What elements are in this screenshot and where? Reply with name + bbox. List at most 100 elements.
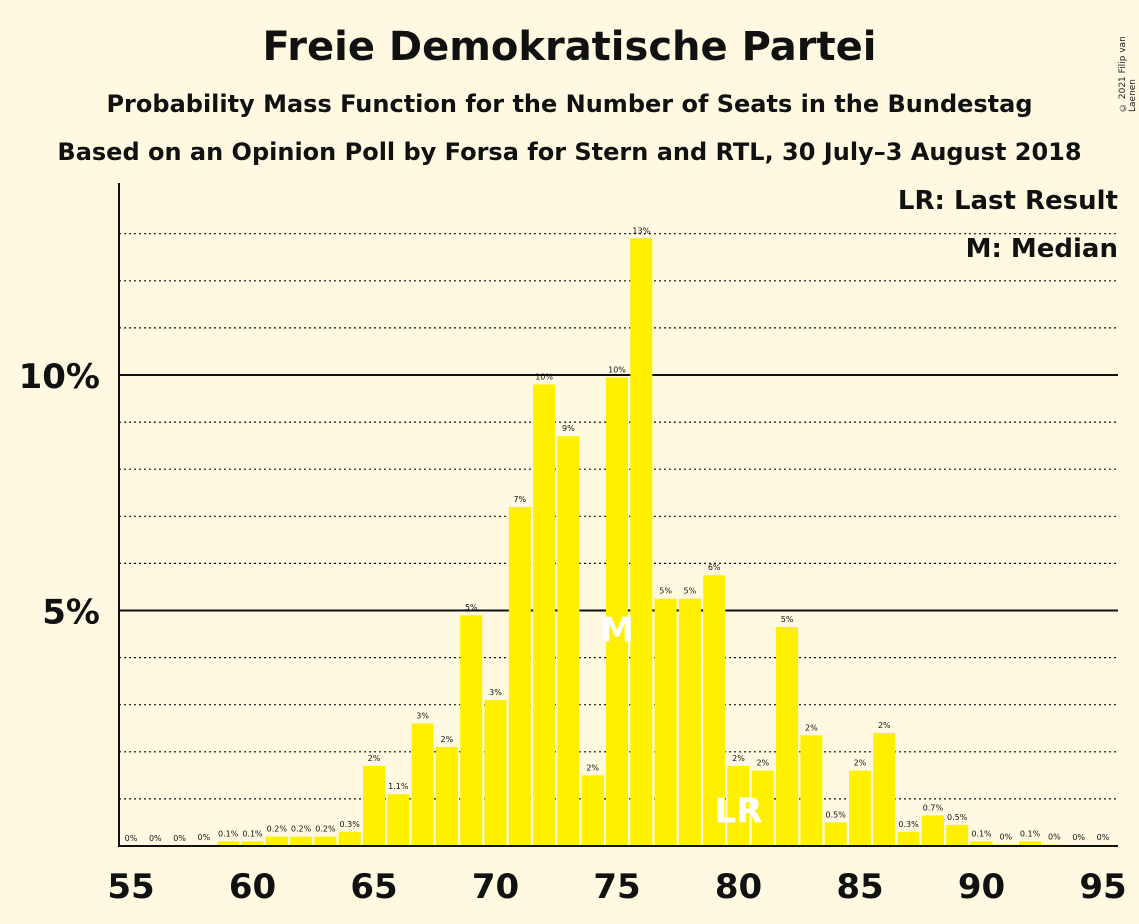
legend-entry: M: Median	[966, 234, 1118, 264]
bar	[508, 506, 531, 846]
tick-labels: 55 60 65 70 75 80 85 90 95 5% 10%	[19, 357, 1127, 907]
bar-value-label: 0.3%	[898, 820, 919, 829]
bar-value-label: 5%	[659, 587, 672, 596]
bar	[533, 384, 556, 846]
x-tick-label: 95	[1079, 867, 1126, 907]
x-tick-label: 65	[350, 867, 397, 907]
bar-value-label: 9%	[562, 424, 575, 433]
bar-value-label: 2%	[854, 759, 867, 768]
bar	[314, 836, 337, 846]
y-tick-label: 5%	[42, 593, 100, 633]
bar-value-label: 0.1%	[218, 829, 239, 838]
bar-value-label: 0.5%	[947, 813, 968, 822]
bar-value-label: 0.2%	[315, 825, 336, 834]
bar-labels: 0% 0% 0% 0% 0.1% 0.1%0.2% 0.2% 0.2%0.3%2%1.1%3%…	[125, 226, 1110, 843]
axes	[118, 183, 1118, 847]
bar	[581, 775, 604, 846]
x-tick-label: 75	[593, 867, 640, 907]
bar	[363, 765, 385, 846]
bar-value-label: 0%	[1097, 833, 1110, 842]
bar	[217, 841, 240, 846]
bar	[338, 831, 361, 846]
bar-value-label: 0%	[149, 834, 162, 843]
bar-value-label: 2%	[441, 735, 454, 744]
markers: M LR	[600, 610, 762, 831]
x-tick-label: 60	[229, 867, 276, 907]
x-tick-label: 70	[472, 867, 519, 907]
bar	[630, 238, 653, 846]
x-tick-label: 80	[715, 867, 762, 907]
bar	[849, 770, 871, 846]
bar	[946, 824, 969, 846]
bar	[654, 598, 677, 846]
bar	[435, 747, 458, 846]
bar	[290, 836, 313, 846]
gridlines	[119, 233, 1118, 800]
bar-value-label: 2%	[732, 754, 745, 763]
median-marker: M	[600, 610, 634, 650]
bar-value-label: 5%	[465, 603, 478, 612]
bar	[1019, 841, 1042, 846]
bar-value-label: 13%	[632, 226, 650, 235]
bar-value-label: 1.1%	[388, 782, 409, 791]
bar-value-label: 10%	[535, 372, 553, 381]
bar-value-label: 3%	[416, 712, 429, 721]
bar-value-label: 0.7%	[923, 803, 944, 812]
bar	[921, 815, 944, 846]
bar	[897, 831, 920, 846]
bar-value-label: 10%	[608, 365, 626, 374]
bar-value-label: 6%	[708, 563, 721, 572]
chart-title: Freie Demokratische Partei	[262, 24, 877, 70]
bar	[387, 794, 410, 846]
bar	[727, 765, 750, 846]
bar	[800, 735, 823, 846]
legend-entry: LR: Last Result	[898, 186, 1118, 216]
bar-value-label: 2%	[805, 723, 818, 732]
bar-value-label: 0%	[1072, 833, 1085, 842]
bar	[970, 841, 993, 846]
bar	[265, 836, 288, 846]
bar-value-label: 0.3%	[340, 820, 361, 829]
bar-value-label: 0.1%	[971, 829, 992, 838]
bar-value-label: 3%	[489, 688, 502, 697]
bar	[678, 598, 701, 846]
bar-value-label: 7%	[513, 495, 526, 504]
bar-value-label: 0%	[125, 834, 138, 843]
bar-value-label: 0.1%	[242, 829, 263, 838]
bar-value-label: 2%	[756, 759, 769, 768]
last-result-marker: LR	[715, 792, 763, 832]
bar-value-label: 5%	[781, 615, 794, 624]
bar	[703, 575, 726, 846]
bar	[873, 732, 896, 846]
bar	[824, 822, 847, 846]
bar-value-label: 0.5%	[826, 810, 847, 819]
bars	[192, 238, 1114, 846]
legend: LR: Last Result M: Median	[898, 186, 1118, 264]
bar	[776, 626, 799, 846]
bar-value-label: 0%	[173, 834, 186, 843]
bar	[411, 723, 434, 846]
bar-value-label: 2%	[586, 763, 599, 772]
bar	[557, 436, 580, 846]
x-tick-label: 90	[958, 867, 1005, 907]
bar	[241, 841, 264, 846]
bar-value-label: 0.2%	[291, 825, 312, 834]
bar-value-label: 5%	[684, 587, 697, 596]
bar-value-label: 0.1%	[1020, 829, 1041, 838]
bar	[460, 615, 483, 846]
bar-value-label: 2%	[878, 721, 891, 730]
x-tick-label: 55	[107, 867, 154, 907]
chart-subtitle-source: Based on an Opinion Poll by Forsa for St…	[57, 138, 1082, 166]
bar-value-label: 0%	[198, 833, 211, 842]
bar	[751, 770, 774, 846]
bar-value-label: 0%	[999, 833, 1012, 842]
bar	[484, 699, 507, 846]
bar-value-label: 2%	[368, 754, 381, 763]
y-tick-label: 10%	[19, 357, 100, 397]
x-tick-label: 85	[836, 867, 883, 907]
bar-value-label: 0.2%	[267, 825, 288, 834]
bar	[606, 377, 628, 846]
chart-subtitle: Probability Mass Function for the Number…	[106, 90, 1033, 118]
bar-value-label: 0%	[1048, 833, 1061, 842]
